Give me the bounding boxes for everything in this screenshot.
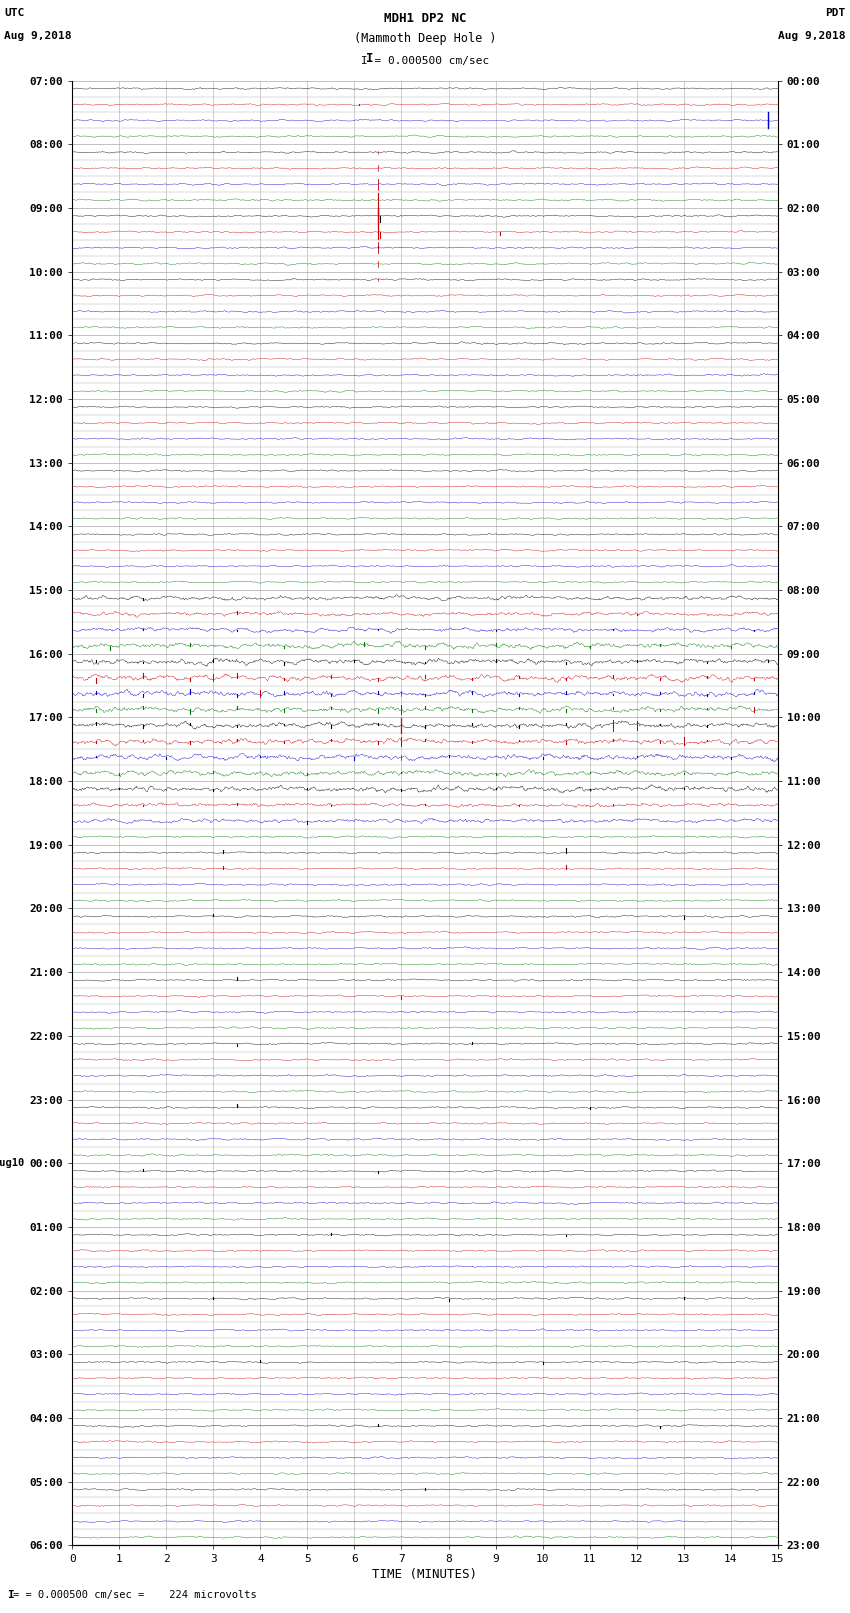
Text: = = 0.000500 cm/sec =    224 microvolts: = = 0.000500 cm/sec = 224 microvolts bbox=[13, 1590, 257, 1600]
Text: I = 0.000500 cm/sec: I = 0.000500 cm/sec bbox=[361, 56, 489, 66]
X-axis label: TIME (MINUTES): TIME (MINUTES) bbox=[372, 1568, 478, 1581]
Text: UTC: UTC bbox=[4, 8, 25, 18]
Text: (Mammoth Deep Hole ): (Mammoth Deep Hole ) bbox=[354, 32, 496, 45]
Text: I: I bbox=[366, 52, 373, 65]
Text: I: I bbox=[7, 1590, 14, 1600]
Text: MDH1 DP2 NC: MDH1 DP2 NC bbox=[383, 11, 467, 26]
Text: Aug10: Aug10 bbox=[0, 1158, 26, 1168]
Text: PDT: PDT bbox=[825, 8, 846, 18]
Text: Aug 9,2018: Aug 9,2018 bbox=[779, 31, 846, 40]
Text: Aug 9,2018: Aug 9,2018 bbox=[4, 31, 71, 40]
